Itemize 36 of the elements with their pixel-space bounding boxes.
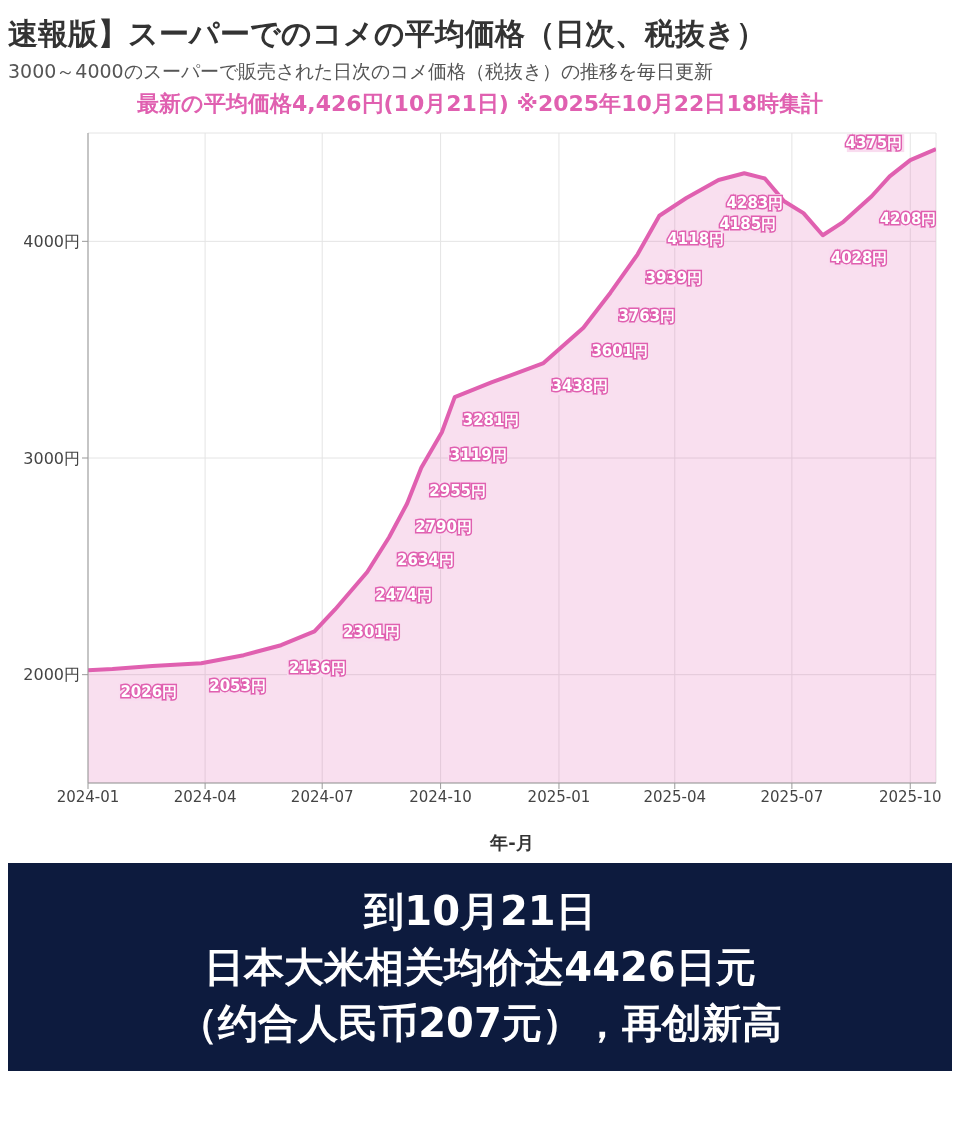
data-label: 3438円 [551,377,609,396]
data-label: 2136円 [289,659,346,678]
y-tick-label: 3000円 [23,448,80,468]
x-tick-label: 2025-07 [760,787,824,806]
text: 日本大米相关均价达4426日元 [203,943,757,992]
data-label: 4283円 [726,194,784,213]
data-label: 4208円 [879,210,937,229]
data-label: 2634円 [397,551,454,570]
data-label: 4375円 [845,134,903,153]
x-tick-label: 2025-01 [527,787,591,806]
chart-subtitle: 3000～4000のスーパーで販売された日次のコメ価格（税抜き）の推移を毎日更新 [8,59,714,84]
x-axis-title: 年-月 [489,832,534,853]
x-tick-label: 2025-10 [878,787,942,806]
data-label: 2474円 [375,585,432,604]
text: （约合人民币207元），再创新高 [177,999,783,1048]
y-tick-label: 2000円 [23,665,80,685]
data-label: 2026円 [120,683,178,702]
data-label: 2301円 [343,623,400,642]
x-tick-label: 2024-04 [173,787,237,806]
data-label: 3763円 [618,306,676,325]
data-label: 2955円 [429,481,487,500]
text: 到10月21日 [362,887,597,936]
data-label: 4028円 [830,249,888,268]
data-label: 2790円 [415,517,472,536]
x-tick-label: 2024-10 [409,787,472,806]
text: 最新の平均価格4,426円(10月21日) ※2025年10月22日18時集計 [135,90,825,118]
data-label: 3119円 [449,446,507,465]
data-label: 3281円 [462,411,520,430]
x-tick-label: 2025-04 [643,787,707,806]
data-label: 3601円 [591,341,649,360]
x-tick-label: 2024-01 [56,787,120,806]
data-label: 3939円 [645,268,703,287]
chart-title: 速報版】スーパーでのコメの平均価格（日次、税抜き） [8,15,767,53]
data-label: 2053円 [209,677,266,696]
y-tick-label: 4000円 [23,232,80,252]
x-tick-label: 2024-07 [290,787,354,806]
